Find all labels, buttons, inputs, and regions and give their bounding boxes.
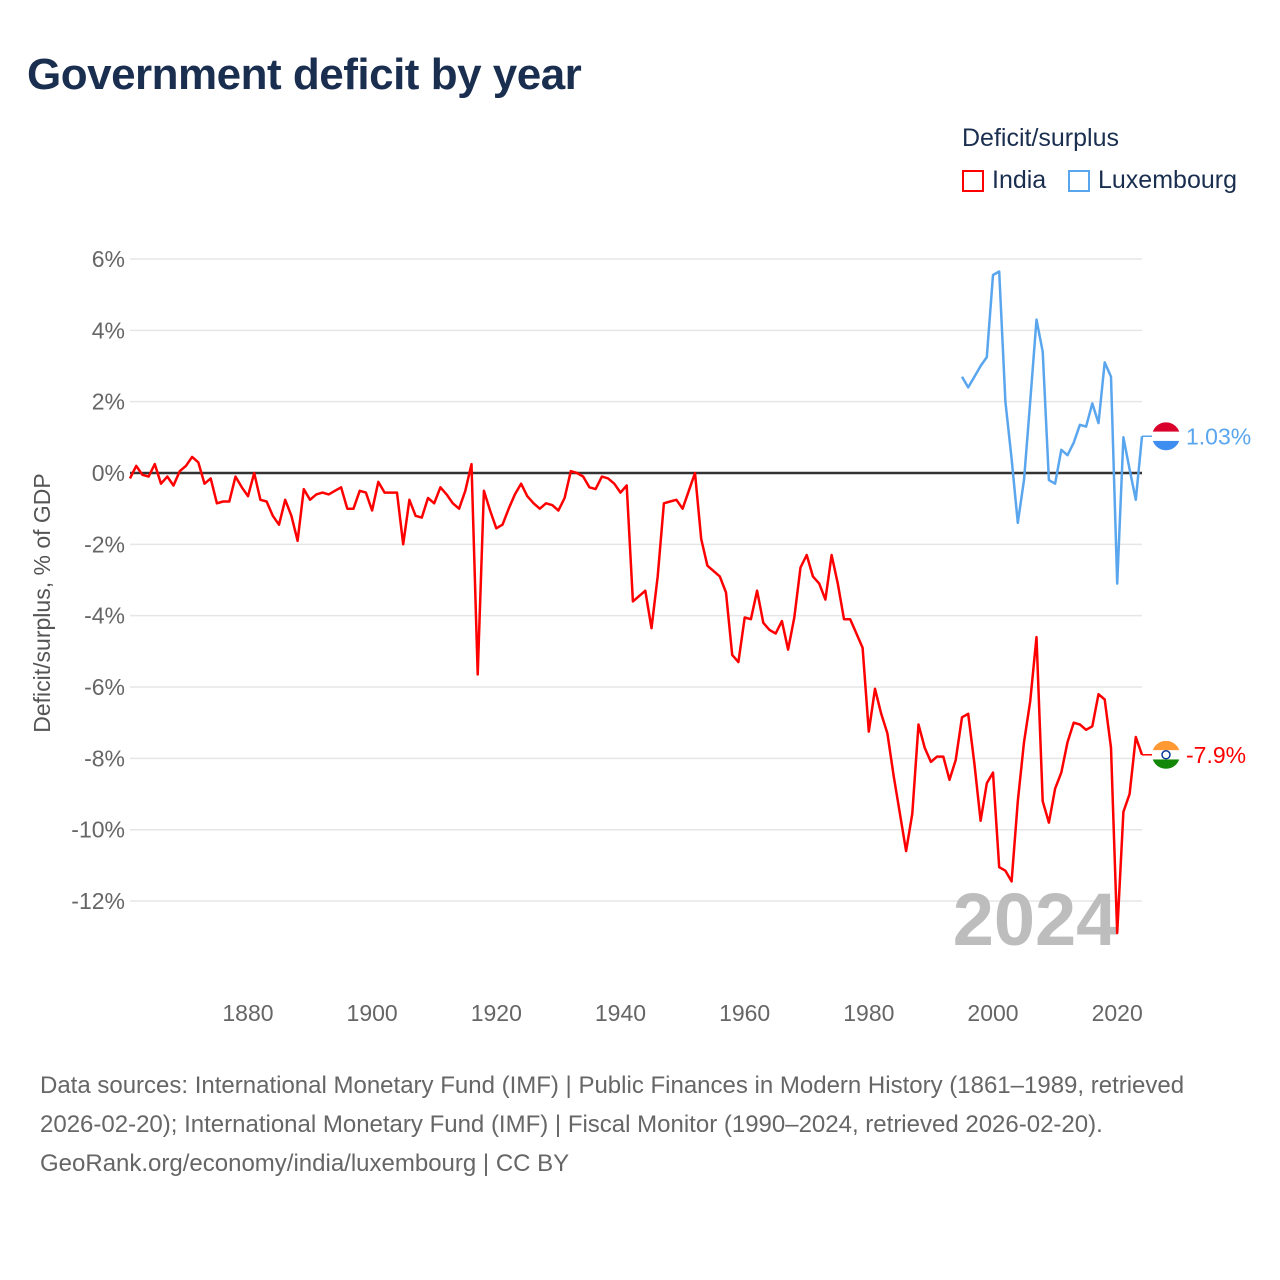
data-sources: Data sources: International Monetary Fun… [40,1072,1185,1138]
y-tick-label: 0% [92,460,125,486]
flag-stripe [1152,759,1180,769]
flag-stripe [1152,740,1180,751]
flag-stripe [1152,750,1180,760]
end-value-label: 1.03% [1186,423,1251,449]
y-tick-label: -12% [71,888,125,914]
x-tick-label: 1900 [347,1000,398,1026]
series-line-india [128,455,1144,935]
legend-label-luxembourg: Luxembourg [1098,166,1237,194]
y-tick-label: -2% [84,531,125,557]
y-tick-label: -8% [84,745,125,771]
y-tick-label: -4% [84,603,125,629]
y-tick-label: -10% [71,817,125,843]
legend-title: Deficit/surplus [962,124,1119,152]
x-tick-label: 1980 [843,1000,894,1026]
legend-item-india[interactable]: India [962,166,1046,195]
legend-swatch-india [962,169,984,192]
legend-item-luxembourg[interactable]: Luxembourg [1068,166,1237,195]
y-tick-label: 6% [92,246,125,272]
chart-title: Government deficit by year [27,50,582,99]
y-tick-label: 4% [92,317,125,343]
flag-stripe [1152,431,1180,442]
series-line-luxembourg [960,270,1144,585]
current-year-watermark: 2024 [953,878,1118,961]
legend-swatch-luxembourg [1068,169,1090,192]
end-value-label: -7.9% [1186,742,1246,768]
line-chart: 6% 4% 2% 0% -2% -4% -6% -8% -10% -12% 1880 1900 192… [29,246,1251,1026]
y-axis-label: Deficit/surplus, % of GDP [29,473,55,732]
ashoka-chakra-icon [1161,750,1171,760]
flag-stripe [1152,422,1180,433]
legend-label-india: India [992,166,1047,194]
x-tick-label: 1920 [471,1000,522,1026]
y-tick-label: -6% [84,674,125,700]
credit-link[interactable]: GeoRank.org/economy/india/luxembourg | C… [40,1150,570,1177]
footer: Data sources: International Monetary Fun… [40,1066,1240,1183]
x-tick-label: 1880 [222,1000,273,1026]
india-flag [1152,740,1180,769]
luxembourg-flag [1152,422,1180,451]
x-tick-label: 1940 [595,1000,646,1026]
x-tick-label: 1960 [719,1000,770,1026]
x-tick-label: 2020 [1092,1000,1143,1026]
y-tick-label: 2% [92,389,125,415]
flag-stripe [1152,440,1180,451]
x-tick-label: 2000 [967,1000,1018,1026]
